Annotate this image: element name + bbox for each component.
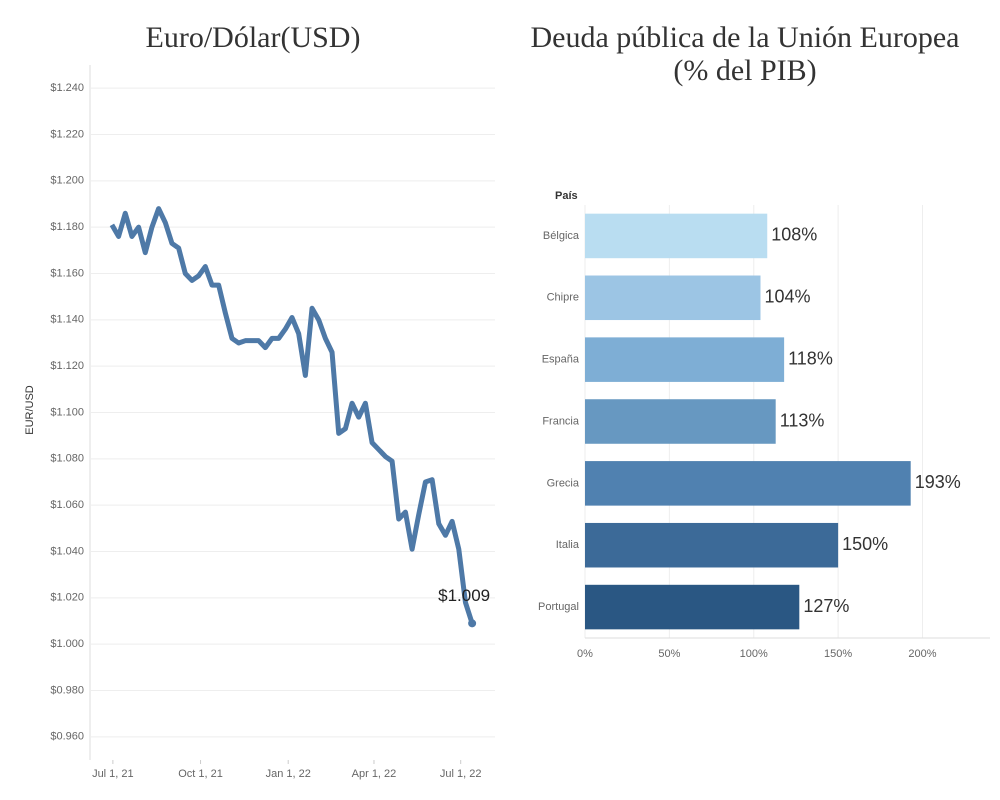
y-tick-label: $1.140 (50, 314, 84, 326)
bar (585, 399, 776, 444)
value-label: 104% (765, 287, 811, 307)
value-label: 150% (842, 534, 888, 554)
category-label: Chipre (547, 292, 579, 304)
category-label: Francia (542, 415, 580, 427)
line-title: Euro/Dólar(USD) (146, 21, 361, 54)
end-point (468, 619, 477, 628)
value-label: 108% (771, 225, 817, 245)
bar-title: (% del PIB) (673, 54, 816, 87)
x-tick-label: 200% (908, 648, 936, 660)
x-tick-label: 150% (824, 648, 852, 660)
category-axis-label: País (555, 190, 578, 202)
y-tick-label: $1.240 (50, 82, 84, 94)
y-tick-label: $1.100 (50, 406, 84, 418)
y-tick-label: $1.080 (50, 453, 84, 465)
category-label: Portugal (538, 601, 579, 613)
x-tick-label: 50% (658, 648, 680, 660)
y-tick-label: $1.220 (50, 128, 84, 140)
x-tick-label: Apr 1, 22 (352, 768, 397, 780)
y-tick-label: $0.960 (50, 731, 84, 743)
bar-title: Deuda pública de la Unión Europea (530, 21, 959, 54)
y-tick-label: $1.000 (50, 638, 84, 650)
end-label: $1.009 (438, 586, 490, 605)
y-tick-label: $1.160 (50, 267, 84, 279)
bar (585, 213, 768, 259)
value-label: 127% (803, 596, 849, 616)
category-label: Italia (556, 539, 580, 551)
category-label: Bélgica (543, 230, 580, 242)
category-label: Grecia (547, 477, 580, 489)
value-label: 193% (915, 472, 961, 492)
bar (585, 337, 785, 382)
y-tick-label: $1.120 (50, 360, 84, 372)
bar (585, 522, 839, 568)
x-tick-label: Jul 1, 22 (440, 768, 482, 780)
bar (585, 461, 911, 506)
x-tick-label: Oct 1, 21 (178, 768, 223, 780)
y-tick-label: $1.060 (50, 499, 84, 511)
y-tick-label: $1.040 (50, 545, 84, 557)
x-tick-label: Jan 1, 22 (266, 768, 311, 780)
y-tick-label: $1.200 (50, 175, 84, 187)
value-label: 113% (780, 410, 825, 430)
y-tick-label: $1.180 (50, 221, 84, 233)
line (109, 206, 475, 625)
x-tick-label: 0% (577, 648, 593, 660)
x-tick-label: 100% (740, 648, 768, 660)
y-tick-label: $0.980 (50, 684, 84, 696)
y-axis-label: EUR/USD (24, 385, 36, 435)
bar (585, 584, 800, 630)
value-label: 118% (788, 348, 833, 368)
y-tick-label: $1.020 (50, 592, 84, 604)
category-label: España (542, 354, 580, 366)
bar (585, 275, 761, 321)
x-tick-label: Jul 1, 21 (92, 768, 134, 780)
